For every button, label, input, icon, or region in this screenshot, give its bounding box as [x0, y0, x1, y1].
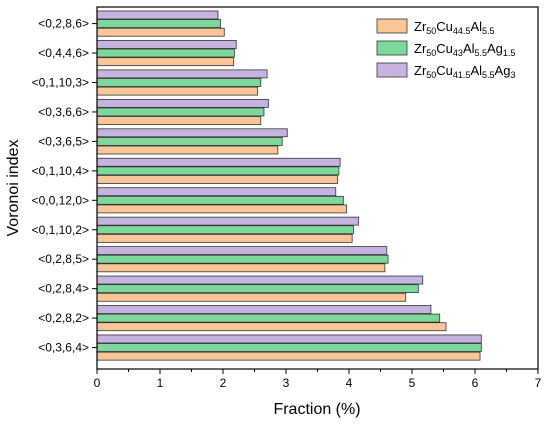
x-tick-label: 0: [94, 376, 101, 390]
bar-2-11: [96, 313, 441, 323]
bar-2-9: [96, 254, 389, 264]
y-tick-label: <0,1,10,3>: [32, 76, 89, 90]
legend-swatch-1: [376, 18, 408, 34]
bar-2-5: [96, 136, 283, 146]
x-tick-label: 4: [346, 376, 353, 390]
legend-label-2: Zr50Cu43Al5.5Ag1.5: [414, 41, 515, 58]
bar-1-8: [96, 233, 353, 243]
bar-3-1: [96, 10, 219, 20]
y-tick-label: <0,1,10,4>: [32, 164, 89, 178]
x-tick-label: 7: [535, 376, 542, 390]
bar-2-10: [96, 284, 419, 294]
bar-3-10: [96, 275, 424, 285]
bar-2-8: [96, 225, 354, 235]
y-axis-label: Voronoi index: [5, 140, 22, 237]
y-tick-label: <0,2,8,5>: [38, 252, 89, 266]
legend-label-3: Zr50Cu41.5Al5.5Ag3: [414, 63, 515, 80]
bar-3-11: [96, 305, 432, 314]
legend-swatch-3: [376, 62, 408, 78]
y-tick-label: <0,2,8,4>: [38, 282, 89, 296]
x-axis: 0 1 2 3 4 5 6 7: [94, 369, 542, 390]
x-tick-label: 5: [409, 376, 416, 390]
bar-1-3: [96, 86, 259, 96]
bar-2-2: [96, 48, 235, 58]
y-tick-label: <0,3,6,5>: [38, 134, 89, 148]
x-tick-label: 3: [283, 376, 290, 390]
y-tick-label: <0,1,10,2>: [32, 223, 89, 237]
legend: Zr50Cu44.5Al5.5 Zr50Cu43Al5.5Ag1.5 Zr50Cu4…: [376, 18, 515, 80]
bar-2-3: [96, 78, 262, 87]
y-tick-label: <0,2,8,2>: [38, 311, 89, 325]
bar-2-7: [96, 195, 344, 205]
bar-1-12: [96, 351, 481, 361]
y-axis: <0,2,8,6> <0,4,4,6> <0,1,10,3> <0,3,6,6> <0,…: [32, 17, 97, 355]
y-tick-label: <0,3,6,4>: [38, 341, 89, 355]
bar-3-8: [96, 216, 359, 226]
bar-1-10: [96, 292, 407, 302]
bar-3-6: [96, 157, 341, 167]
bar-1-7: [96, 204, 347, 214]
bar-1-5: [96, 145, 279, 155]
bar-2-6: [96, 166, 340, 176]
bar-3-7: [96, 187, 337, 197]
bar-3-2: [96, 40, 237, 49]
y-tick-label: <0,0,12,0>: [32, 193, 89, 207]
bar-1-2: [96, 57, 235, 67]
bar-1-6: [96, 175, 339, 184]
bar-3-5: [96, 128, 288, 138]
legend-swatch-2: [376, 40, 408, 56]
y-tick-label: <0,4,4,6>: [38, 46, 89, 60]
bar-3-3: [96, 69, 268, 79]
legend-label-1: Zr50Cu44.5Al5.5: [414, 19, 495, 36]
bar-2-4: [96, 107, 265, 117]
bar-1-11: [96, 322, 447, 332]
bar-1-9: [96, 263, 386, 273]
bars-layer: [96, 10, 482, 361]
bar-1-1: [96, 27, 225, 37]
y-tick-label: <0,3,6,6>: [38, 105, 89, 119]
x-tick-label: 2: [220, 376, 227, 390]
x-tick-label: 6: [472, 376, 479, 390]
bar-3-4: [96, 98, 269, 108]
bar-3-9: [96, 246, 388, 256]
bar-1-4: [96, 116, 262, 125]
x-tick-label: 1: [157, 376, 164, 390]
bar-2-1: [96, 19, 221, 29]
bar-3-12: [96, 334, 482, 344]
bar-2-12: [96, 343, 482, 352]
x-axis-label: Fraction (%): [273, 401, 360, 418]
y-tick-label: <0,2,8,6>: [38, 17, 89, 31]
